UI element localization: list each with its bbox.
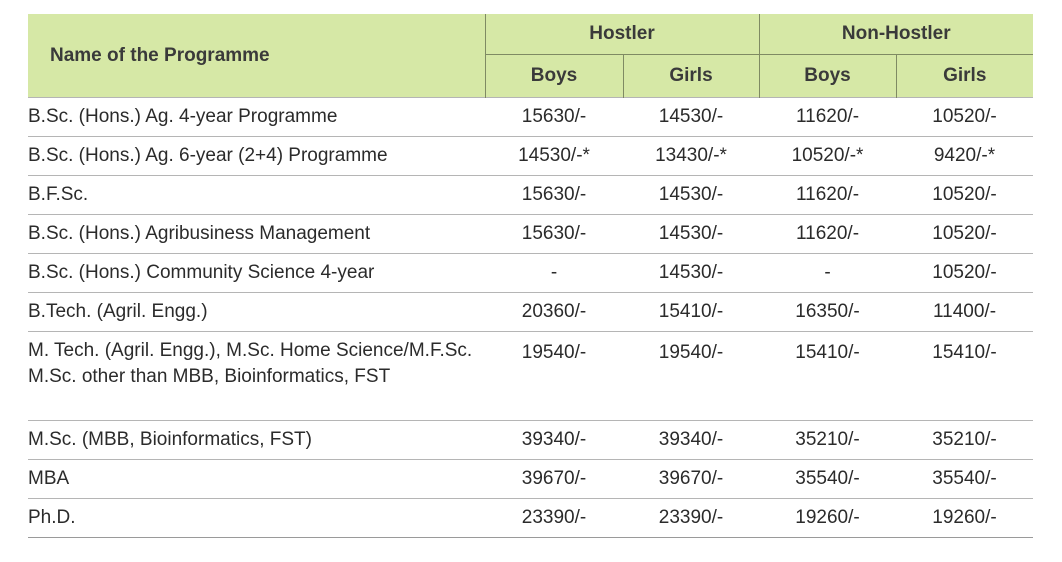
programme-cell: B.Sc. (Hons.) Ag. 4-year Programme [28, 97, 485, 137]
fee-cell-hostler-boys: - [485, 253, 623, 293]
programme-name: Ph.D. [28, 507, 76, 528]
programme-name: B.Tech. (Agril. Engg.) [28, 301, 208, 322]
fee-cell-nonhostler-boys: 16350/- [759, 292, 896, 332]
fee-cell-hostler-boys: 15630/- [485, 214, 623, 254]
fee-cell-hostler-boys: 15630/- [485, 175, 623, 215]
fee-cell-hostler-boys: 39670/- [485, 459, 623, 499]
programme-name: MBA [28, 468, 70, 489]
header-nonhostler-boys: Boys [759, 54, 897, 98]
header-hostler-girls: Girls [623, 54, 760, 98]
fee-cell-nonhostler-girls: 15410/- [896, 331, 1034, 421]
table-row: B.Sc. (Hons.) Agribusiness Management 156… [28, 214, 1034, 254]
table-row: B.Tech. (Agril. Engg.) 20360/- 15410/- 1635… [28, 292, 1034, 332]
fee-cell-hostler-girls: 14530/- [623, 214, 759, 254]
programme-name: B.F.Sc. [28, 184, 89, 205]
programme-cell: M.Sc. (MBB, Bioinformatics, FST) [28, 420, 485, 460]
header-hostler: Hostler [485, 14, 760, 55]
programme-cell: B.Sc. (Hons.) Community Science 4-year [28, 253, 485, 293]
programme-name: B.Sc. (Hons.) Agribusiness Management [28, 223, 371, 244]
fee-cell-nonhostler-girls: 35210/- [896, 420, 1034, 460]
fee-table-body: B.Sc. (Hons.) Ag. 4-year Programme 15630/… [28, 97, 1034, 538]
programme-cell: B.Sc. (Hons.) Ag. 6-year (2+4) Programme [28, 136, 485, 176]
programme-name: B.Sc. (Hons.) Community Science 4-year [28, 262, 375, 283]
table-row: M. Tech. (Agril. Engg.), M.Sc. Home Scie… [28, 331, 1034, 421]
fee-cell-nonhostler-boys: 10520/-* [759, 136, 896, 176]
programme-name: B.Sc. (Hons.) Ag. 4-year Programme [28, 106, 338, 127]
fee-cell-nonhostler-boys: 11620/- [759, 214, 896, 254]
fee-cell-hostler-boys: 20360/- [485, 292, 623, 332]
fee-cell-nonhostler-girls: 35540/- [896, 459, 1034, 499]
header-non-hostler: Non-Hostler [759, 14, 1034, 55]
fee-cell-hostler-girls: 14530/- [623, 97, 759, 137]
fee-cell-hostler-girls: 14530/- [623, 253, 759, 293]
programme-cell: B.F.Sc. [28, 175, 485, 215]
fee-cell-hostler-girls: 15410/- [623, 292, 759, 332]
header-nonhostler-girls: Girls [896, 54, 1034, 98]
table-row: MBA 39670/- 39670/- 35540/- 35540/- [28, 459, 1034, 499]
fee-cell-nonhostler-boys: 15410/- [759, 331, 896, 421]
table-row: M.Sc. (MBB, Bioinformatics, FST) 39340/- 3… [28, 420, 1034, 460]
fee-cell-hostler-boys: 23390/- [485, 498, 623, 538]
fee-cell-nonhostler-boys: 11620/- [759, 97, 896, 137]
fee-cell-hostler-girls: 13430/-* [623, 136, 759, 176]
fee-cell-hostler-girls: 39670/- [623, 459, 759, 499]
programme-cell: M. Tech. (Agril. Engg.), M.Sc. Home Scie… [28, 331, 485, 421]
fee-cell-hostler-girls: 14530/- [623, 175, 759, 215]
fee-cell-nonhostler-boys: 35210/- [759, 420, 896, 460]
table-row: B.F.Sc. 15630/- 14530/- 11620/- 10520/- [28, 175, 1034, 215]
programme-name: M. Tech. (Agril. Engg.), M.Sc. Home Scie… [28, 340, 473, 361]
fee-cell-hostler-girls: 19540/- [623, 331, 759, 421]
fee-table: Name of the Programme Hostler Non-Hostle… [28, 14, 1034, 538]
programme-cell: Ph.D. [28, 498, 485, 538]
programme-cell: B.Tech. (Agril. Engg.) [28, 292, 485, 332]
programme-name: M.Sc. (MBB, Bioinformatics, FST) [28, 429, 312, 450]
programme-cell: B.Sc. (Hons.) Agribusiness Management [28, 214, 485, 254]
fee-cell-nonhostler-girls: 10520/- [896, 253, 1034, 293]
fee-cell-nonhostler-boys: - [759, 253, 896, 293]
fee-cell-nonhostler-girls: 10520/- [896, 97, 1034, 137]
fee-cell-hostler-boys: 15630/- [485, 97, 623, 137]
programme-name: M.Sc. other than MBB, Bioinformatics, FS… [28, 366, 391, 387]
table-row: B.Sc. (Hons.) Ag. 6-year (2+4) Programme… [28, 136, 1034, 176]
fee-cell-nonhostler-boys: 11620/- [759, 175, 896, 215]
fee-cell-hostler-boys: 14530/-* [485, 136, 623, 176]
table-row: B.Sc. (Hons.) Ag. 4-year Programme 15630/… [28, 97, 1034, 137]
fee-cell-nonhostler-girls: 11400/- [896, 292, 1034, 332]
fee-cell-nonhostler-girls: 19260/- [896, 498, 1034, 538]
fee-cell-hostler-boys: 39340/- [485, 420, 623, 460]
fee-cell-nonhostler-boys: 19260/- [759, 498, 896, 538]
fee-cell-hostler-girls: 23390/- [623, 498, 759, 538]
fee-cell-nonhostler-girls: 10520/- [896, 175, 1034, 215]
programme-name: B.Sc. (Hons.) Ag. 6-year (2+4) Programme [28, 145, 388, 166]
programme-cell: MBA [28, 459, 485, 499]
header-programme: Name of the Programme [28, 14, 486, 98]
fee-cell-hostler-boys: 19540/- [485, 331, 623, 421]
fee-cell-hostler-girls: 39340/- [623, 420, 759, 460]
table-row: Ph.D. 23390/- 23390/- 19260/- 19260/- [28, 498, 1034, 538]
table-row: B.Sc. (Hons.) Community Science 4-year -1… [28, 253, 1034, 293]
header-hostler-boys: Boys [485, 54, 624, 98]
fee-cell-nonhostler-girls: 9420/-* [896, 136, 1034, 176]
fee-cell-nonhostler-boys: 35540/- [759, 459, 896, 499]
fee-cell-nonhostler-girls: 10520/- [896, 214, 1034, 254]
